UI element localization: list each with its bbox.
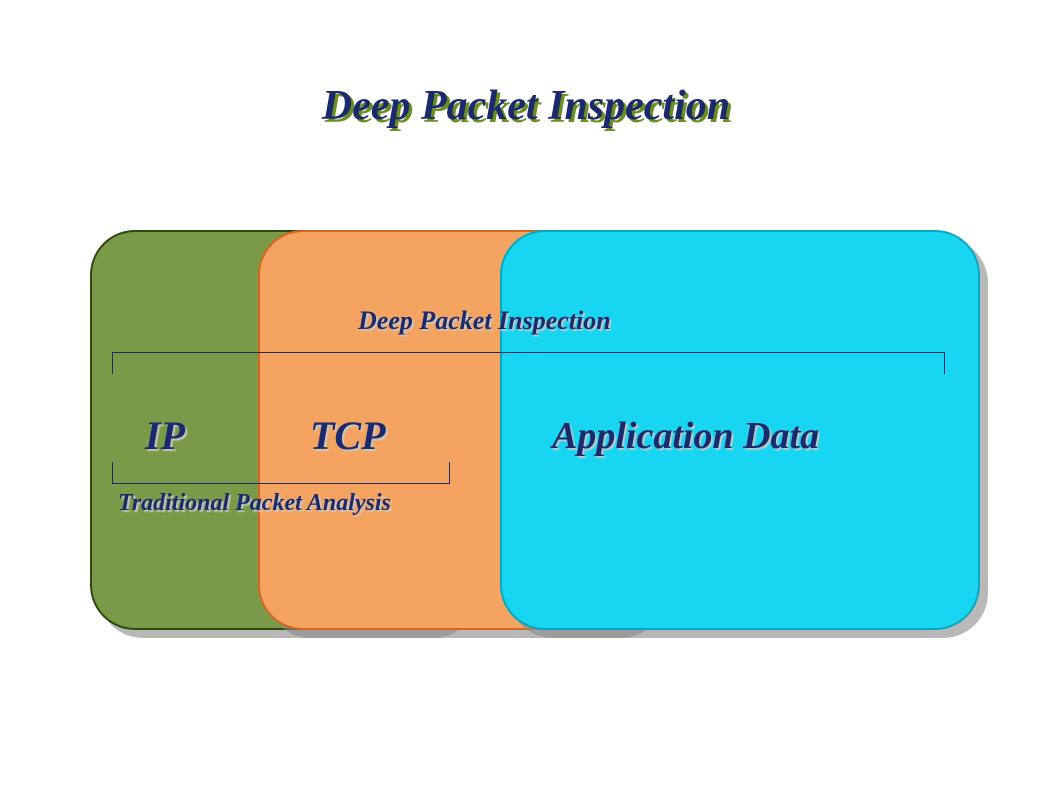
appdata-panel-label: Application Data	[552, 414, 819, 458]
ip-panel-label: IP	[145, 412, 185, 459]
traditional-bracket-label: Traditional Packet Analysis	[118, 490, 391, 517]
title-fg-text: Deep Packet Inspection	[0, 82, 1055, 130]
diagram-title: Deep Packet InspectionDeep Packet Inspec…	[0, 85, 1058, 133]
dpi-bracket	[112, 352, 945, 374]
dpi-bracket-label: Deep Packet Inspection	[358, 306, 611, 336]
traditional-bracket	[112, 462, 450, 484]
tcp-panel-label: TCP	[310, 412, 386, 459]
